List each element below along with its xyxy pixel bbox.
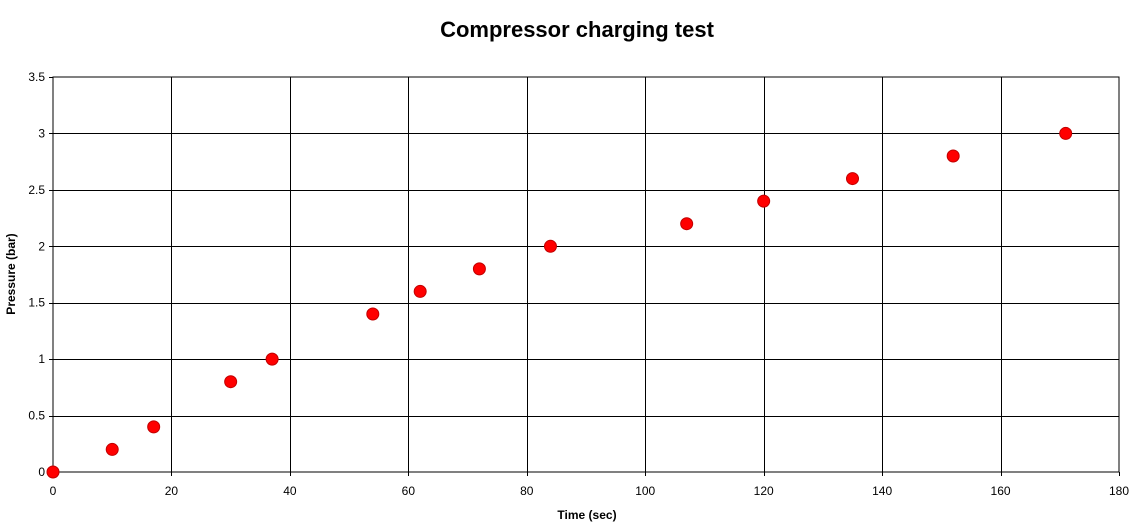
data-point xyxy=(946,149,960,163)
y-tick-label: 1.5 xyxy=(28,296,45,310)
data-point xyxy=(543,239,557,253)
data-point xyxy=(265,352,279,366)
plot-area xyxy=(52,76,1120,473)
axis-ticks: 0 20 40 60 80 100 120 140 160 180 0 0.5 1 1.5 2 2.5 3 3.5 xyxy=(28,70,1129,498)
y-tick-label: 0.5 xyxy=(28,409,45,423)
y-tick-label: 3.5 xyxy=(28,70,45,84)
data-point xyxy=(846,172,859,186)
y-tick-label: 2 xyxy=(38,239,45,253)
x-tick-label: 80 xyxy=(520,484,534,498)
x-tick-label: 60 xyxy=(402,484,416,498)
data-point xyxy=(105,442,119,456)
data-point xyxy=(757,194,771,208)
x-tick-label: 40 xyxy=(283,484,297,498)
y-tick-label: 3 xyxy=(38,126,45,140)
data-point xyxy=(46,465,60,479)
data-point xyxy=(680,217,694,231)
x-tick-label: 160 xyxy=(991,484,1011,498)
x-tick-label: 20 xyxy=(165,484,179,498)
grid-lines xyxy=(53,77,1119,472)
y-axis-label: Pressure (bar) xyxy=(4,233,18,314)
x-tick-label: 100 xyxy=(635,484,655,498)
x-tick-label: 140 xyxy=(872,484,892,498)
data-point xyxy=(1059,126,1073,140)
data-point xyxy=(366,307,380,321)
y-tick-label: 1 xyxy=(38,352,45,366)
chart-title: Compressor charging test xyxy=(440,17,715,42)
data-point xyxy=(224,375,238,389)
x-tick-label: 180 xyxy=(1109,484,1129,498)
y-tick-label: 0 xyxy=(38,465,45,479)
data-point xyxy=(147,420,161,434)
data-points xyxy=(46,126,1073,479)
x-tick-label: 0 xyxy=(50,484,57,498)
data-point xyxy=(472,262,486,276)
y-tick-label: 2.5 xyxy=(28,183,45,197)
x-tick-label: 120 xyxy=(754,484,774,498)
data-point xyxy=(413,284,427,298)
x-axis-label: Time (sec) xyxy=(557,508,616,522)
